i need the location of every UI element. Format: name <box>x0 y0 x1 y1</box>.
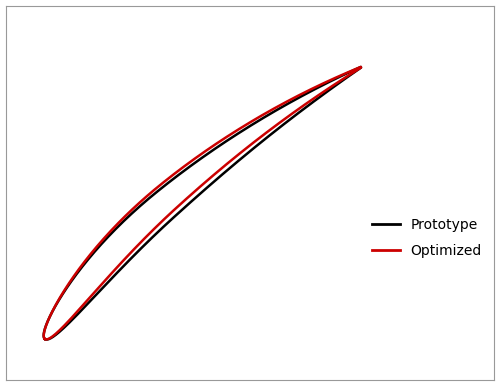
Legend: Prototype, Optimized: Prototype, Optimized <box>366 212 488 264</box>
